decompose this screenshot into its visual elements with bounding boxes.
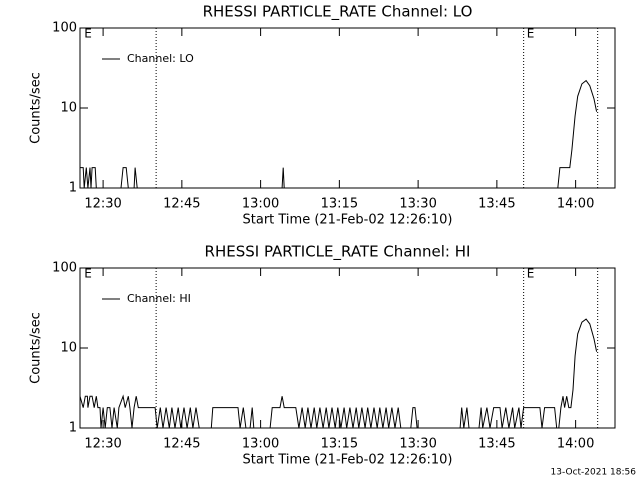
x-tick-label: 14:00 [557,197,594,212]
y-tick-label: 10 [60,341,77,356]
x-tick-label: 13:45 [478,197,515,212]
x-tick-label: 12:45 [163,197,200,212]
data-line [80,79,598,189]
x-tick-label: 13:15 [321,197,358,212]
x-tick-label: 13:00 [242,437,279,452]
annotation: E [527,27,535,41]
annotation: E [84,267,92,281]
chart-title: RHESSI PARTICLE_RATE Channel: LO [203,3,473,22]
chart-title: RHESSI PARTICLE_RATE Channel: HI [205,243,471,262]
y-tick-label: 100 [52,261,77,276]
y-tick-label: 10 [60,101,77,116]
y-axis-label: Counts/sec [29,312,44,384]
x-tick-label: 13:30 [399,437,436,452]
data-line [79,318,598,429]
x-tick-label: 14:00 [557,437,594,452]
y-tick-label: 1 [69,421,77,436]
y-tick-label: 100 [52,21,77,36]
x-axis-label: Start Time (21-Feb-02 12:26:10) [243,453,453,468]
x-axis-label: Start Time (21-Feb-02 12:26:10) [243,213,453,228]
footer-timestamp: 13-Oct-2021 18:56 [551,468,637,478]
x-tick-label: 12:30 [84,197,121,212]
x-tick-label: 12:30 [84,437,121,452]
x-tick-label: 13:00 [242,197,279,212]
y-tick-label: 1 [69,181,77,196]
x-tick-label: 13:45 [478,437,515,452]
legend-label: Channel: HI [127,292,191,305]
annotation: E [527,267,535,281]
annotation: E [84,27,92,41]
x-tick-label: 12:45 [163,437,200,452]
x-tick-label: 13:30 [399,197,436,212]
x-tick-label: 13:15 [321,437,358,452]
y-axis-label: Counts/sec [29,72,44,144]
legend-label: Channel: LO [127,52,194,65]
